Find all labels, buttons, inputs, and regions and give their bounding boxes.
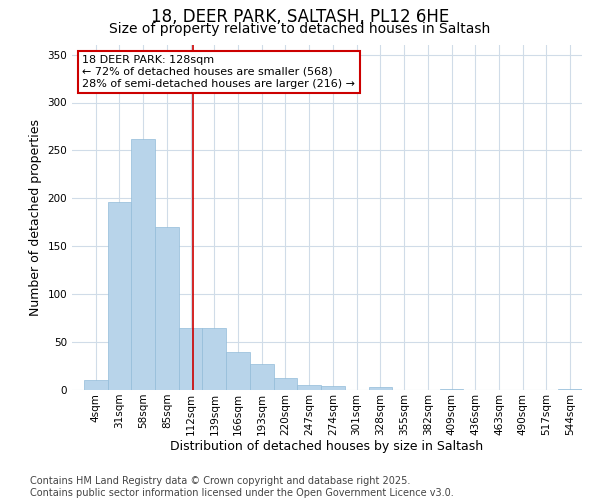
Bar — [368, 387, 392, 390]
Bar — [298, 385, 321, 390]
Text: Size of property relative to detached houses in Saltash: Size of property relative to detached ho… — [109, 22, 491, 36]
Bar — [179, 328, 202, 390]
Bar — [274, 378, 298, 390]
Bar — [440, 389, 463, 390]
Bar — [84, 380, 107, 390]
Bar — [202, 328, 226, 390]
Text: 18 DEER PARK: 128sqm
← 72% of detached houses are smaller (568)
28% of semi-deta: 18 DEER PARK: 128sqm ← 72% of detached h… — [82, 56, 355, 88]
Bar — [321, 386, 345, 390]
X-axis label: Distribution of detached houses by size in Saltash: Distribution of detached houses by size … — [170, 440, 484, 454]
Bar — [155, 227, 179, 390]
Bar — [131, 139, 155, 390]
Y-axis label: Number of detached properties: Number of detached properties — [29, 119, 42, 316]
Bar — [558, 389, 582, 390]
Text: 18, DEER PARK, SALTASH, PL12 6HE: 18, DEER PARK, SALTASH, PL12 6HE — [151, 8, 449, 26]
Bar — [226, 352, 250, 390]
Text: Contains HM Land Registry data © Crown copyright and database right 2025.
Contai: Contains HM Land Registry data © Crown c… — [30, 476, 454, 498]
Bar — [107, 202, 131, 390]
Bar — [250, 364, 274, 390]
